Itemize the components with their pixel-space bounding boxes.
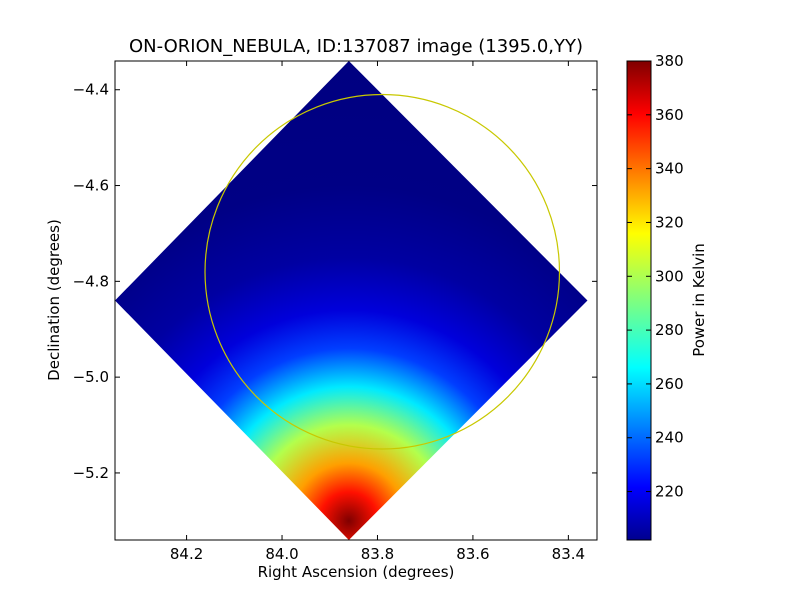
- x-tick-label: 83.8: [361, 545, 394, 563]
- colorbar-label: Power in Kelvin: [690, 243, 708, 357]
- x-tick-label: 84.2: [170, 545, 203, 563]
- axes-frame: [114, 60, 598, 541]
- colorbar-tick-label: 220: [655, 483, 684, 501]
- x-tick-label: 83.6: [456, 545, 489, 563]
- colorbar-tick-label: 360: [655, 106, 684, 124]
- x-axis-label: Right Ascension (degrees): [258, 563, 455, 581]
- colorbar-tick-label: 320: [655, 213, 684, 231]
- y-tick-label: −5.0: [73, 368, 109, 386]
- y-tick-label: −5.2: [73, 464, 109, 482]
- colorbar-tick-label: 340: [655, 160, 684, 178]
- colorbar-tick-label: 240: [655, 429, 684, 447]
- y-axis: −4.4 −4.6 −4.8 −5.0 −5.2: [73, 81, 597, 482]
- x-axis: 84.2 84.0 83.8 83.6 83.4: [170, 61, 585, 563]
- chart-title: ON-ORION_NEBULA, ID:137087 image (1395.0…: [129, 36, 583, 57]
- colorbar: 220 240 260 280 300 320 340 360 380 Power in Kel…: [626, 52, 708, 541]
- y-tick-label: −4.4: [73, 81, 109, 99]
- colorbar-tick-label: 380: [655, 52, 684, 70]
- x-tick-label: 83.4: [552, 545, 585, 563]
- colorbar-tick-label: 260: [655, 375, 684, 393]
- colorbar-frame: [626, 60, 652, 541]
- colorbar-ticks: 220 240 260 280 300 320 340 360 380: [627, 52, 684, 501]
- colorbar-gradient: [627, 61, 651, 540]
- y-axis-label: Declination (degrees): [45, 219, 63, 381]
- plot-area: 84.2 84.0 83.8 83.6 83.4 −4.4 −4.6 −4.8 −5.0 −5.…: [73, 60, 598, 563]
- x-tick-label: 84.0: [265, 545, 298, 563]
- beam-circle: [204, 93, 561, 450]
- y-tick-label: −4.8: [73, 272, 109, 290]
- colorbar-tick-label: 280: [655, 321, 684, 339]
- colorbar-tick-label: 300: [655, 267, 684, 285]
- y-tick-label: −4.6: [73, 177, 109, 195]
